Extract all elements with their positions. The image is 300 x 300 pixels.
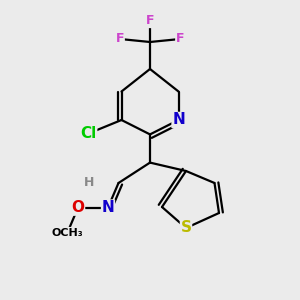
Text: F: F (146, 14, 154, 28)
Text: F: F (116, 32, 124, 46)
Text: H: H (84, 176, 94, 190)
Text: N: N (102, 200, 114, 215)
Text: Cl: Cl (80, 126, 97, 141)
Text: OCH₃: OCH₃ (52, 227, 83, 238)
Text: S: S (181, 220, 191, 236)
Text: N: N (172, 112, 185, 128)
Text: F: F (176, 32, 184, 46)
Text: O: O (71, 200, 85, 215)
